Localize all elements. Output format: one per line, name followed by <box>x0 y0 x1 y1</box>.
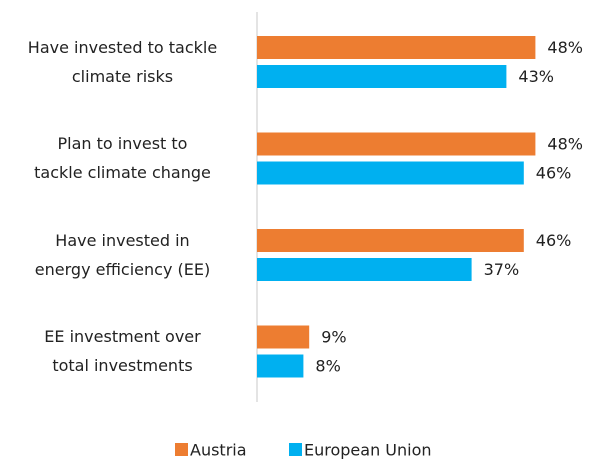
bar <box>257 36 536 59</box>
value-label: 48% <box>547 135 583 154</box>
category-label: Have invested in energy efficiency (EE) <box>34 230 211 279</box>
value-label: 37% <box>484 260 520 279</box>
bar <box>257 354 304 378</box>
value-label: 48% <box>547 38 583 57</box>
bar <box>257 161 524 185</box>
category-label: Have invested to tackle climate risks <box>27 37 218 86</box>
bar <box>257 229 524 252</box>
legend-label: European Union <box>304 441 432 460</box>
legend-swatch <box>175 443 188 456</box>
value-label: 46% <box>536 164 572 183</box>
bar <box>257 258 472 281</box>
value-label: 8% <box>315 357 340 376</box>
value-label: 46% <box>536 231 572 250</box>
value-label: 43% <box>518 67 554 86</box>
value-label: 9% <box>321 328 346 347</box>
bar <box>257 132 536 156</box>
bar <box>257 65 507 88</box>
legend-swatch <box>289 443 302 456</box>
bar <box>257 325 310 349</box>
category-label: Plan to invest to tackle climate change <box>34 134 211 182</box>
legend-label: Austria <box>190 441 247 460</box>
category-label: EE investment over total investments <box>44 327 201 375</box>
